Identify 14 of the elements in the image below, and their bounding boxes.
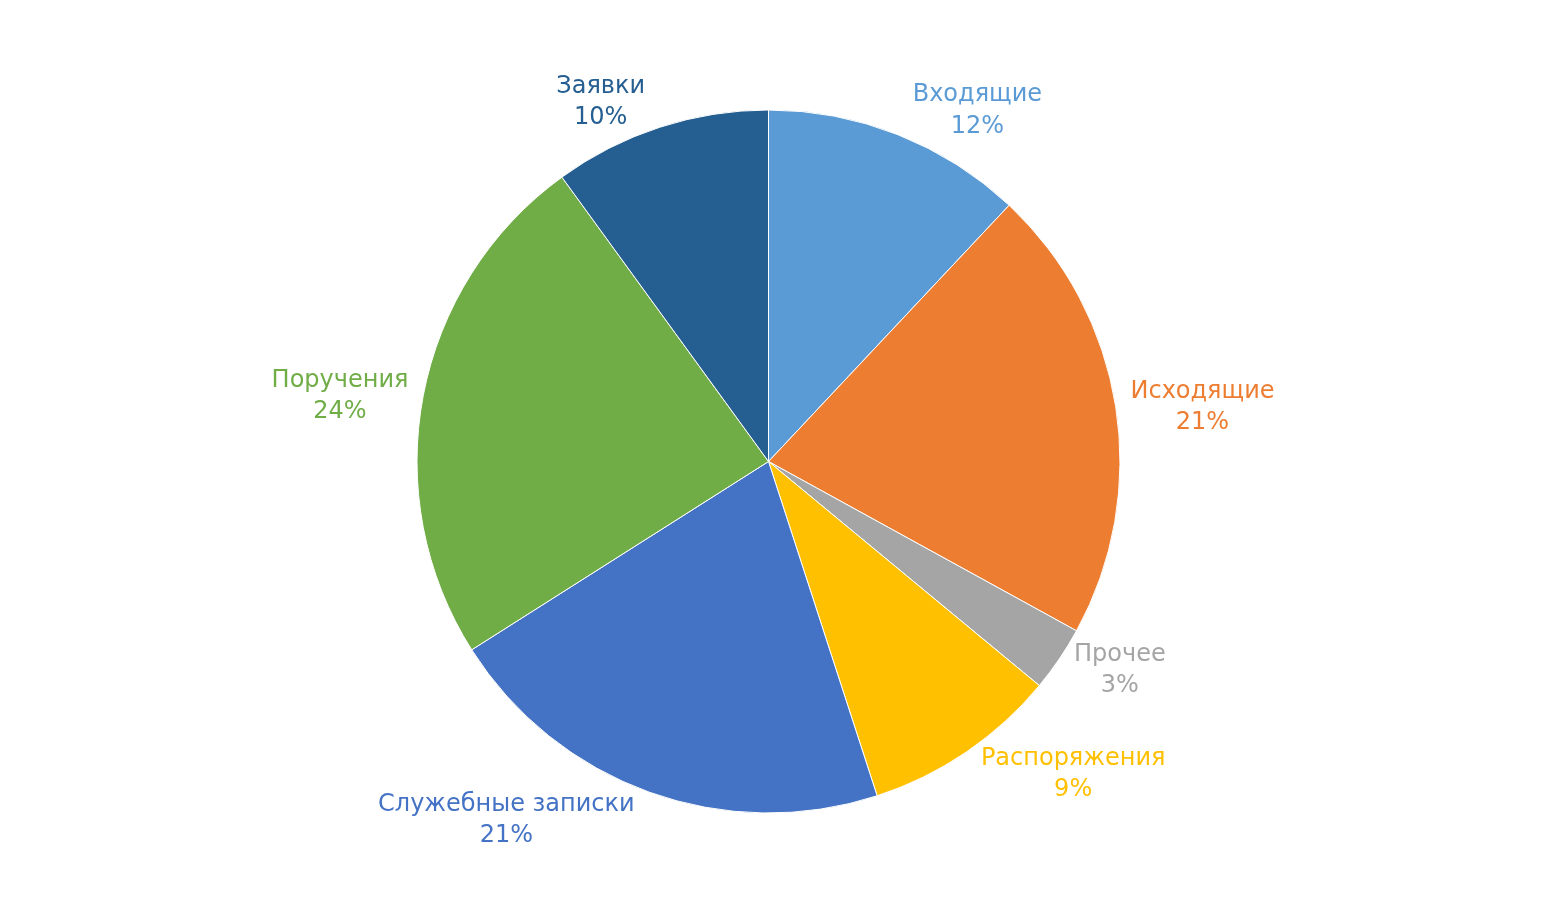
- slice-label: Поручения: [271, 365, 409, 393]
- data-label: 24%: [313, 396, 367, 425]
- slice-label: Входящие: [912, 79, 1043, 108]
- data-label: 3%: [1100, 670, 1139, 699]
- slice-label: Служебные записки: [378, 788, 635, 817]
- data-label: 21%: [1175, 407, 1230, 436]
- slice-label: Заявки: [556, 70, 646, 99]
- data-label: 10%: [574, 102, 628, 131]
- data-label: 21%: [479, 820, 534, 849]
- data-label: 9%: [1054, 774, 1093, 803]
- slice-label: Исходящие: [1130, 376, 1275, 405]
- slice-label: Прочее: [1074, 638, 1166, 667]
- data-label: 12%: [950, 110, 1005, 139]
- slice-label: Распоряжения: [980, 742, 1166, 771]
